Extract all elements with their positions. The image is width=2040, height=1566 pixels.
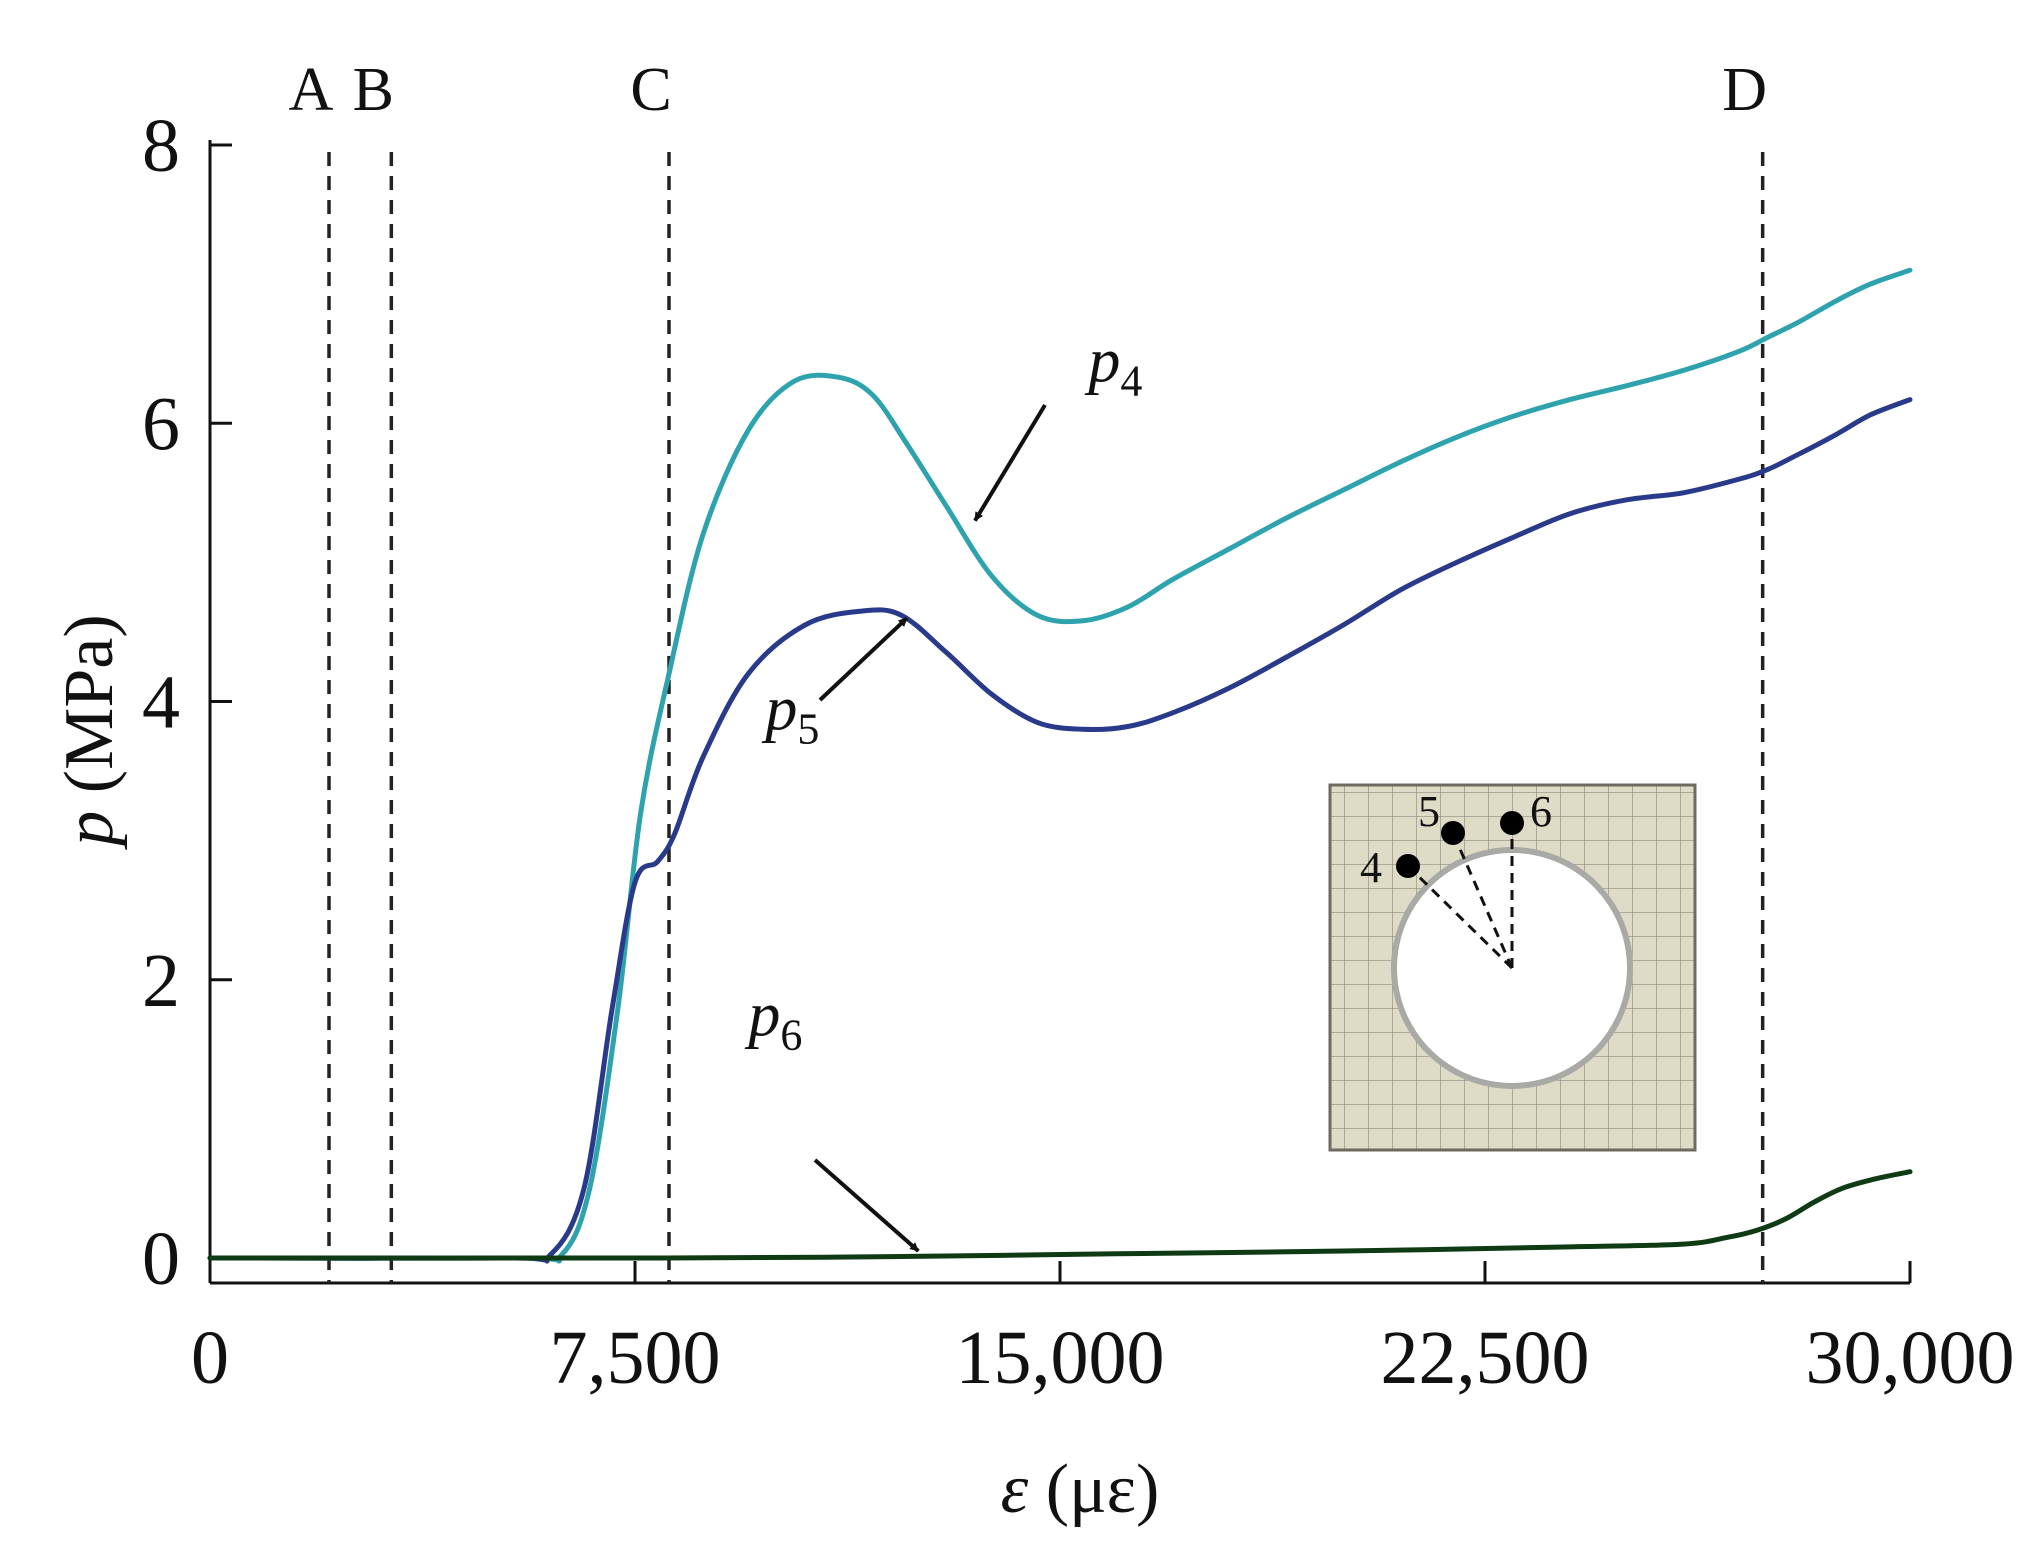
y-tick-label: 4 bbox=[142, 661, 180, 745]
x-tick-label: 7,500 bbox=[550, 1316, 721, 1400]
series-label-p6: p6 bbox=[744, 978, 802, 1059]
x-tick-label: 30,000 bbox=[1806, 1316, 2015, 1400]
x-tick-label: 22,500 bbox=[1381, 1316, 1590, 1400]
inset-point-6 bbox=[1500, 811, 1524, 835]
x-tick-label: 15,000 bbox=[956, 1316, 1165, 1400]
arrow-p4 bbox=[973, 403, 1047, 522]
series-label-subscript: 4 bbox=[1120, 357, 1142, 406]
series-label-symbol: p bbox=[1084, 325, 1120, 396]
x-axis-title-var: ε bbox=[1001, 1451, 1046, 1528]
y-tick-label: 0 bbox=[142, 1217, 180, 1301]
inset-label-5: 5 bbox=[1418, 787, 1440, 836]
inset-ray-4 bbox=[1406, 864, 1514, 970]
series-label-symbol: p bbox=[744, 978, 780, 1049]
y-axis-title-unit: (MPa) bbox=[51, 614, 128, 793]
inset-label-6: 6 bbox=[1530, 787, 1552, 836]
arrow-p6 bbox=[813, 1158, 920, 1253]
marker-label-a: A bbox=[289, 56, 334, 124]
series-label-subscript: 6 bbox=[780, 1010, 802, 1059]
y-tick-label: 8 bbox=[142, 104, 180, 188]
x-tick-label: 0 bbox=[191, 1316, 229, 1400]
series-line-p5 bbox=[207, 397, 1913, 1264]
series-label-symbol: p bbox=[761, 672, 797, 743]
y-tick-label: 6 bbox=[142, 382, 180, 466]
inset-mesh-figure: 4 5 6 bbox=[1328, 783, 1697, 1152]
x-axis-title-unit: (με) bbox=[1046, 1451, 1160, 1528]
inset-point-4 bbox=[1396, 854, 1420, 878]
inset-point-5 bbox=[1441, 821, 1465, 845]
axes: 0 2 4 6 8 0 7,500 15,000 22,500 30,000 ε (με) p (MP… bbox=[51, 104, 2015, 1528]
series-line-p6 bbox=[207, 1169, 1913, 1261]
series-lines bbox=[207, 267, 1913, 1264]
marker-label-c: C bbox=[630, 56, 671, 124]
series-label-p4: p4 bbox=[1084, 325, 1142, 406]
y-axis-title-var: p bbox=[51, 793, 128, 851]
inset-ray-5 bbox=[1451, 832, 1514, 969]
arrow-p5 bbox=[818, 616, 909, 702]
x-axis-title: ε (με) bbox=[1001, 1451, 1160, 1528]
series-label-p5: p5 bbox=[761, 672, 819, 753]
series-line-p4 bbox=[207, 267, 1913, 1264]
marker-label-b: B bbox=[353, 56, 394, 124]
y-tick-label: 2 bbox=[142, 939, 180, 1023]
inset-label-4: 4 bbox=[1360, 843, 1382, 892]
series-label-subscript: 5 bbox=[797, 704, 819, 753]
marker-label-d: D bbox=[1722, 56, 1767, 124]
y-axis-title: p (MPa) bbox=[51, 614, 128, 850]
